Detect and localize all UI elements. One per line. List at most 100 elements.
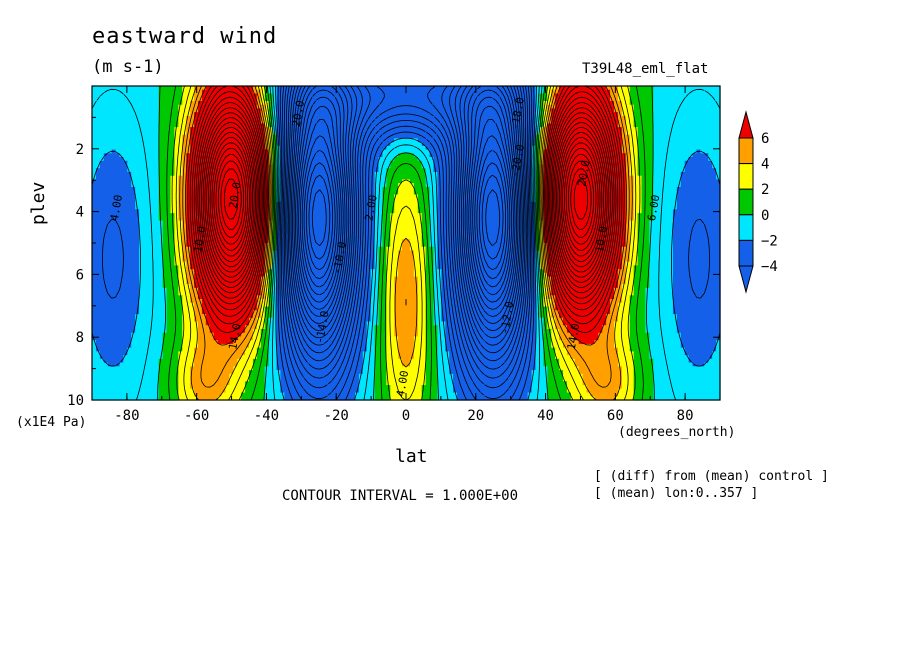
field-cell <box>500 93 505 98</box>
field-cell <box>339 93 344 98</box>
field-cell <box>668 160 674 166</box>
field-cell <box>508 108 513 113</box>
field-cell <box>241 112 246 117</box>
field-cell <box>351 108 356 113</box>
field-cell <box>154 134 160 139</box>
field-cell <box>515 164 521 169</box>
field-cell <box>433 198 438 203</box>
field-cell <box>531 112 537 117</box>
field-cell <box>123 138 128 143</box>
field-cell <box>378 104 384 110</box>
field-cell <box>143 115 148 121</box>
field-cell <box>433 145 438 151</box>
field-cell <box>515 145 521 151</box>
field-cell <box>449 130 454 136</box>
field-cell <box>107 127 113 132</box>
field-cell <box>672 112 678 117</box>
field-cell <box>578 157 584 162</box>
field-cell <box>700 104 705 110</box>
field-cell <box>303 149 309 154</box>
chart-title: eastward wind <box>92 24 278 49</box>
field-cell <box>354 86 360 91</box>
field-cell <box>170 153 176 158</box>
field-cell <box>197 198 203 203</box>
field-cell <box>327 179 333 184</box>
field-cell <box>621 157 627 162</box>
field-cell <box>614 138 619 143</box>
field-cell <box>684 119 690 124</box>
field-cell <box>260 194 266 199</box>
field-cell <box>107 134 113 139</box>
field-cell <box>668 89 674 95</box>
field-cell <box>543 153 548 158</box>
field-cell <box>233 153 238 158</box>
field-cell <box>127 123 132 128</box>
field-cell <box>311 123 317 128</box>
field-cell <box>292 179 297 184</box>
field-cell <box>103 186 109 192</box>
field-cell <box>586 127 592 132</box>
field-cell <box>504 149 509 154</box>
field-cell <box>143 179 148 184</box>
field-cell <box>264 145 270 151</box>
field-cell <box>296 175 301 181</box>
field-cell <box>515 149 521 154</box>
field-cell <box>484 89 490 95</box>
field-cell <box>433 104 438 110</box>
field-cell <box>610 93 615 98</box>
field-cell <box>511 164 517 169</box>
field-cell <box>323 160 329 166</box>
field-cell <box>409 145 415 151</box>
field-cell <box>127 175 132 181</box>
field-cell <box>684 198 690 203</box>
field-cell <box>233 175 238 181</box>
field-cell <box>574 171 580 177</box>
field-cell <box>209 149 215 154</box>
field-cell <box>633 153 639 158</box>
field-cell <box>99 134 105 139</box>
field-cell <box>543 149 548 154</box>
field-cell <box>519 115 525 121</box>
field-cell <box>150 119 156 124</box>
field-cell <box>386 198 391 203</box>
field-cell <box>237 190 242 196</box>
field-cell <box>688 198 694 203</box>
field-cell <box>150 93 156 98</box>
field-cell <box>135 97 140 102</box>
field-cell <box>429 186 435 192</box>
field-cell <box>657 134 662 139</box>
field-cell <box>131 134 136 139</box>
field-cell <box>586 175 592 181</box>
field-cell <box>194 153 199 158</box>
field-cell <box>237 164 242 169</box>
field-cell <box>307 130 313 136</box>
field-cell <box>680 198 686 203</box>
field-cell <box>256 198 262 203</box>
field-cell <box>578 123 584 128</box>
field-cell <box>358 104 364 110</box>
field-cell <box>653 164 658 169</box>
field-cell <box>386 183 391 188</box>
field-cell <box>641 97 647 102</box>
field-cell <box>484 145 490 151</box>
field-cell <box>453 142 458 147</box>
field-cell <box>437 108 442 113</box>
field-cell <box>170 104 176 110</box>
field-cell <box>370 123 376 128</box>
field-cell <box>194 123 199 128</box>
field-cell <box>602 183 607 188</box>
field-cell <box>441 171 446 177</box>
field-cell <box>484 108 490 113</box>
field-cell <box>115 104 121 110</box>
field-cell <box>162 93 168 98</box>
field-cell <box>378 179 384 184</box>
field-cell <box>394 186 399 192</box>
field-cell <box>523 183 529 188</box>
field-cell <box>186 142 191 147</box>
field-cell <box>237 198 242 203</box>
field-cell <box>382 164 387 169</box>
field-cell <box>143 171 148 177</box>
field-cell <box>625 108 631 113</box>
field-cell <box>645 198 650 203</box>
field-cell <box>445 160 450 166</box>
